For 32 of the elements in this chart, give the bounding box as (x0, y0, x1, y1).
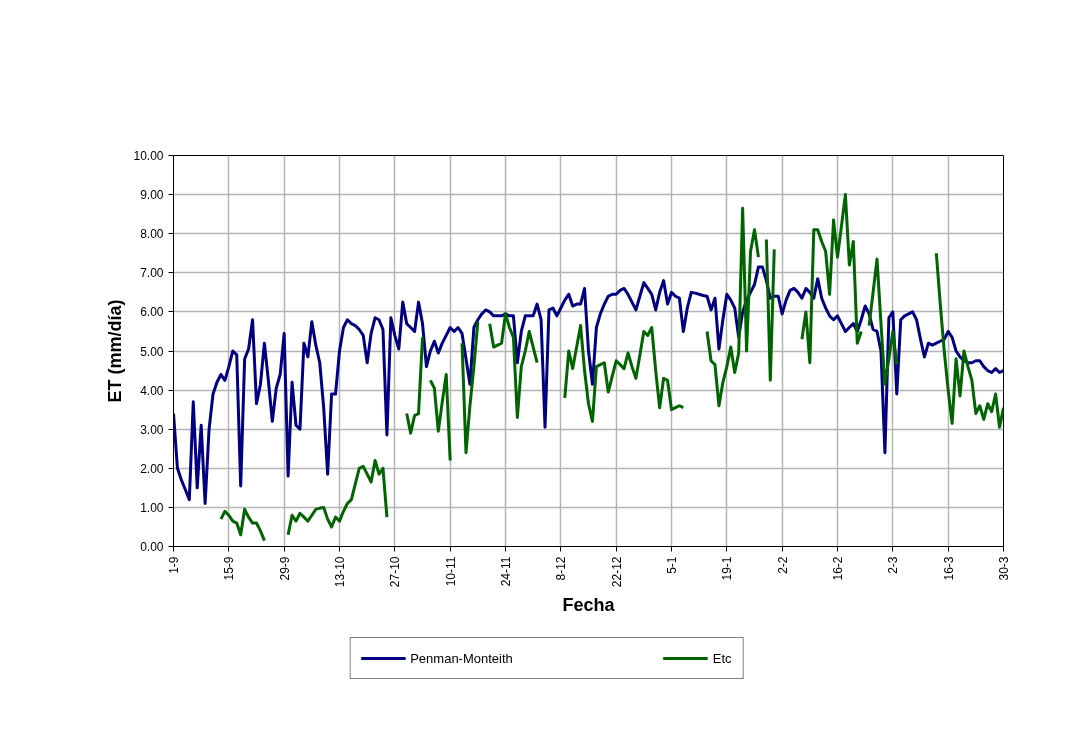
y-tick-label: 5.00 (140, 344, 164, 359)
y-tick-label: 1.00 (140, 500, 164, 515)
x-axis-title: Fecha (562, 595, 616, 616)
x-tick-label: 19-1 (720, 556, 735, 581)
x-tick-label: 13-10 (333, 556, 347, 588)
x-tick-label: 29-9 (277, 556, 292, 581)
x-tick-label: 30-3 (997, 556, 1011, 581)
y-tick-label: 0.00 (140, 540, 164, 554)
line-series (173, 265, 1004, 505)
x-tick-label: 16-3 (941, 556, 956, 581)
y-tick-label: 3.00 (140, 422, 164, 437)
y-tick-label: 4.00 (140, 383, 164, 398)
y-tick-label: 10.00 (133, 149, 164, 163)
y-tick-label: 8.00 (140, 227, 164, 242)
x-tick-label: 27-10 (388, 556, 403, 588)
y-tick-label: 7.00 (140, 266, 164, 281)
x-tick-label: 2-2 (775, 556, 790, 574)
x-tick-label: 16-2 (831, 556, 845, 581)
x-tick-label: 8-12 (554, 556, 569, 581)
y-tick-label: 6.00 (140, 305, 164, 320)
x-tick-label: 1-9 (167, 556, 181, 574)
y-tick-label: 9.00 (140, 188, 164, 203)
x-tick-label: 24-11 (499, 556, 513, 587)
x-tick-label: 15-9 (222, 556, 237, 581)
y-axis-title: ET (mm/día) (105, 299, 126, 403)
legend-label: Etc (712, 650, 733, 666)
x-tick-label: 22-12 (609, 556, 624, 588)
legend-label: Penman-Monteith (410, 650, 513, 666)
x-tick-label: 10-11 (443, 556, 458, 587)
x-tick-label: 2-3 (886, 556, 901, 574)
y-tick-label: 2.00 (140, 461, 164, 476)
x-tick-label: 5-1 (665, 556, 679, 574)
